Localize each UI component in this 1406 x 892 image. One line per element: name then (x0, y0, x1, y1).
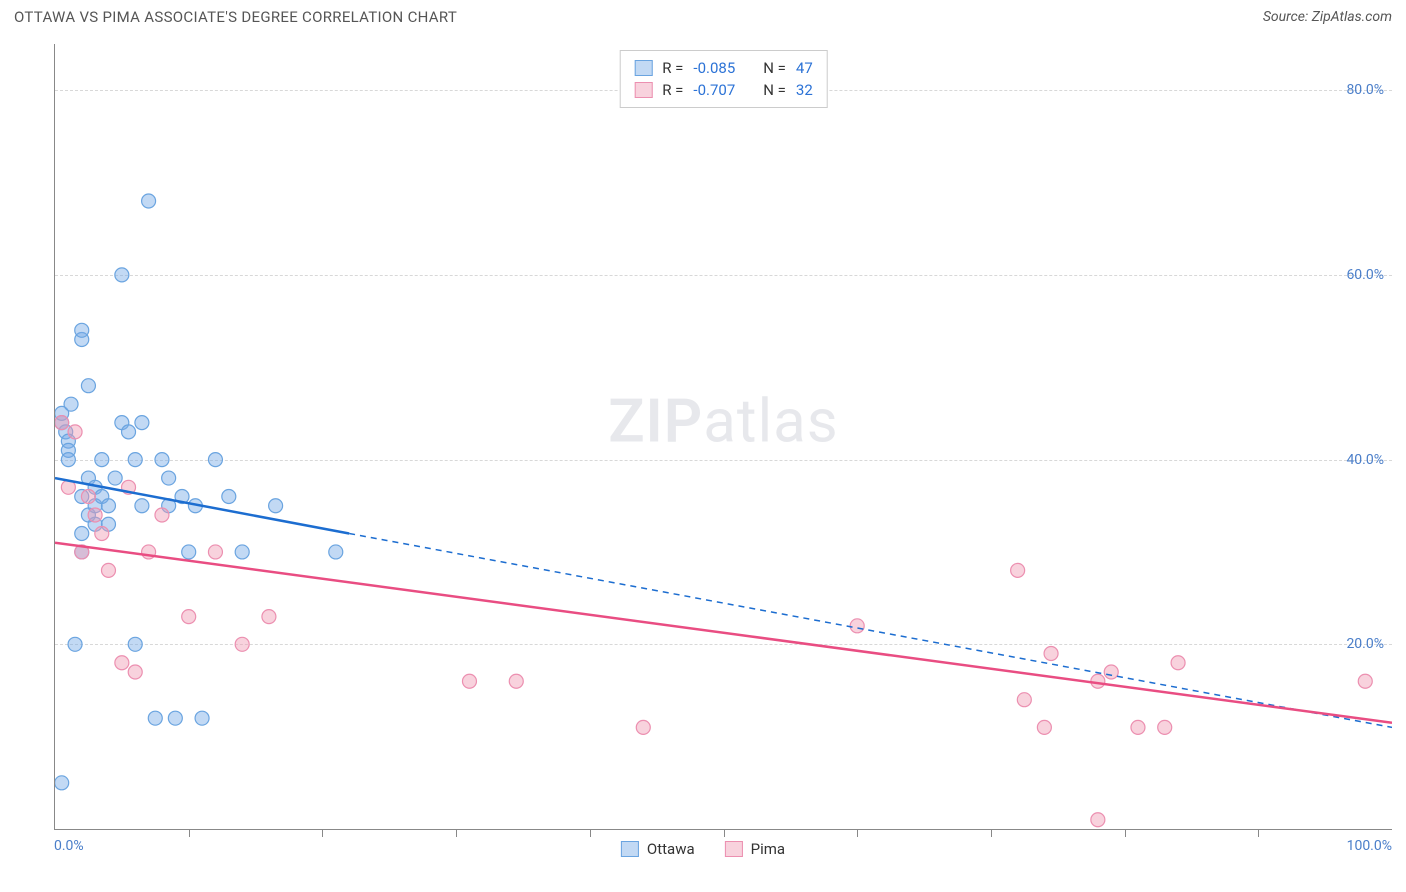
legend-item-ottawa: Ottawa (621, 840, 695, 858)
chart-header: OTTAWA VS PIMA ASSOCIATE'S DEGREE CORREL… (0, 0, 1406, 32)
trend-line-dashed (349, 533, 1392, 727)
scatter-point (162, 471, 176, 485)
x-tick (189, 829, 190, 837)
legend-swatch-pima (725, 841, 743, 857)
n-value-ottawa: 47 (796, 57, 813, 79)
source-attribution: Source: ZipAtlas.com (1263, 9, 1392, 25)
x-tick (322, 829, 323, 837)
scatter-point (329, 545, 343, 559)
scatter-point (182, 610, 196, 624)
scatter-point (1158, 720, 1172, 734)
x-tick (857, 829, 858, 837)
r-value-ottawa: -0.085 (693, 57, 735, 79)
scatter-point (1131, 720, 1145, 734)
scatter-point (81, 379, 95, 393)
legend-item-pima: Pima (725, 840, 785, 858)
scatter-point (850, 619, 864, 633)
x-tick (590, 829, 591, 837)
scatter-point (262, 610, 276, 624)
scatter-point (128, 453, 142, 467)
scatter-point (128, 665, 142, 679)
scatter-point (1171, 656, 1185, 670)
scatter-point (88, 508, 102, 522)
scatter-point (75, 323, 89, 337)
chart-title: OTTAWA VS PIMA ASSOCIATE'S DEGREE CORREL… (14, 8, 457, 26)
scatter-point (95, 526, 109, 540)
scatter-point (61, 453, 75, 467)
scatter-point (195, 711, 209, 725)
series-legend: Ottawa Pima (621, 840, 785, 858)
n-label: N = (763, 79, 786, 101)
plot-area: ZIPatlas R = -0.085 N = 47 R = -0.707 N … (54, 44, 1392, 830)
swatch-pima (634, 82, 652, 98)
scatter-point (155, 453, 169, 467)
scatter-point (101, 499, 115, 513)
swatch-ottawa (634, 60, 652, 76)
scatter-point (1358, 674, 1372, 688)
r-value-pima: -0.707 (693, 79, 735, 101)
scatter-point (75, 526, 89, 540)
scatter-svg (55, 44, 1392, 829)
scatter-point (636, 720, 650, 734)
n-label: N = (763, 57, 786, 79)
scatter-point (135, 499, 149, 513)
scatter-point (1011, 563, 1025, 577)
scatter-point (1091, 674, 1105, 688)
r-label: R = (662, 57, 683, 79)
x-tick (991, 829, 992, 837)
scatter-point (55, 416, 69, 430)
scatter-point (168, 711, 182, 725)
scatter-point (55, 776, 69, 790)
scatter-point (108, 471, 122, 485)
legend-row-pima: R = -0.707 N = 32 (634, 79, 813, 101)
legend-row-ottawa: R = -0.085 N = 47 (634, 57, 813, 79)
scatter-point (135, 416, 149, 430)
scatter-point (115, 268, 129, 282)
x-tick (1258, 829, 1259, 837)
legend-swatch-ottawa (621, 841, 639, 857)
scatter-point (235, 545, 249, 559)
x-tick (1125, 829, 1126, 837)
scatter-point (142, 194, 156, 208)
x-tick (724, 829, 725, 837)
scatter-point (182, 545, 196, 559)
scatter-point (509, 674, 523, 688)
legend-label-ottawa: Ottawa (647, 840, 695, 858)
scatter-point (122, 425, 136, 439)
scatter-point (1104, 665, 1118, 679)
n-value-pima: 32 (796, 79, 813, 101)
r-label: R = (662, 79, 683, 101)
scatter-point (269, 499, 283, 513)
correlation-legend: R = -0.085 N = 47 R = -0.707 N = 32 (619, 50, 828, 108)
scatter-point (462, 674, 476, 688)
scatter-point (1044, 647, 1058, 661)
scatter-point (101, 563, 115, 577)
scatter-point (64, 397, 78, 411)
trend-line (55, 543, 1392, 723)
scatter-point (148, 711, 162, 725)
scatter-point (81, 490, 95, 504)
scatter-point (155, 508, 169, 522)
x-axis-max-label: 100.0% (1347, 838, 1392, 854)
x-axis-min-label: 0.0% (54, 838, 84, 854)
scatter-point (128, 637, 142, 651)
legend-label-pima: Pima (751, 840, 785, 858)
scatter-point (222, 490, 236, 504)
scatter-point (235, 637, 249, 651)
scatter-point (208, 453, 222, 467)
scatter-point (115, 656, 129, 670)
scatter-point (1037, 720, 1051, 734)
scatter-point (68, 637, 82, 651)
x-tick (456, 829, 457, 837)
scatter-point (95, 453, 109, 467)
scatter-point (1091, 813, 1105, 827)
scatter-point (1017, 693, 1031, 707)
scatter-point (208, 545, 222, 559)
scatter-point (68, 425, 82, 439)
chart-container: Associate's Degree ZIPatlas R = -0.085 N… (14, 44, 1392, 878)
